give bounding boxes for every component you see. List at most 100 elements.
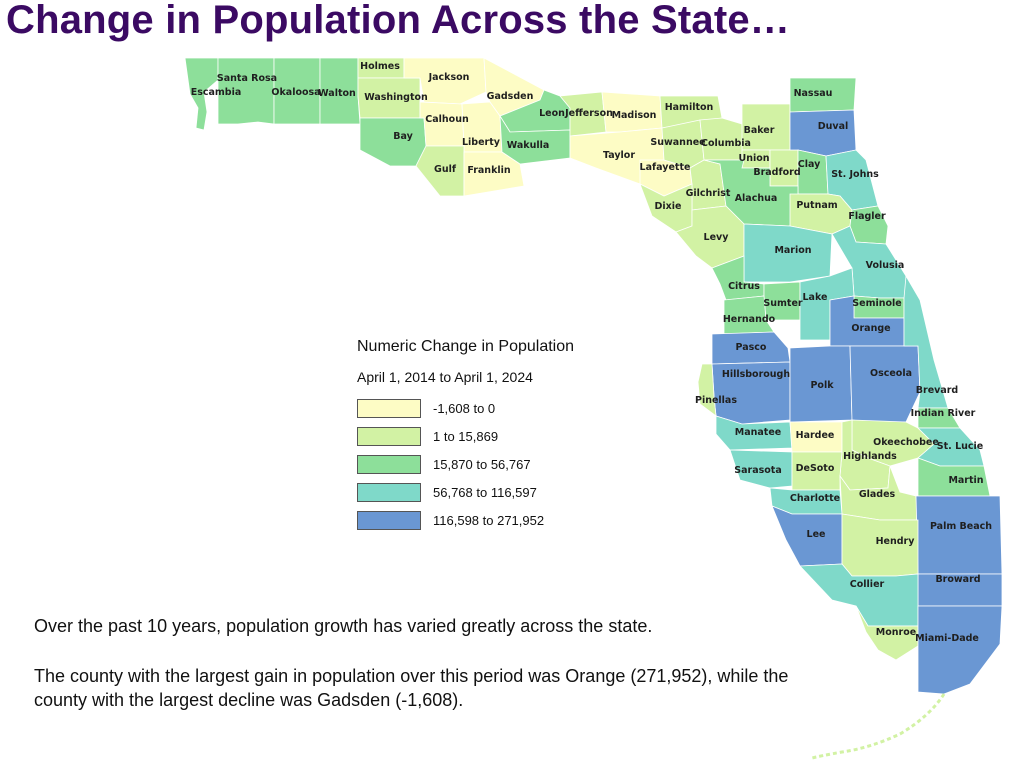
county-label: Jackson (428, 72, 470, 83)
county-label: Columbia (701, 138, 751, 149)
county-label: Pasco (736, 342, 767, 353)
county-label: Walton (318, 88, 356, 99)
county-monroe (855, 605, 919, 661)
county-label: Miami-Dade (915, 633, 979, 644)
florida-keys (811, 693, 946, 760)
county-label: Nassau (794, 88, 833, 99)
county-label: Wakulla (507, 140, 550, 151)
map-legend: Numeric Change in Population April 1, 20… (357, 338, 617, 530)
county-sarasota (729, 449, 793, 489)
legend-subtitle: April 1, 2014 to April 1, 2024 (357, 369, 533, 385)
county-label: Citrus (728, 281, 760, 292)
county-label: Levy (704, 232, 730, 243)
legend-label: 1 to 15,869 (433, 428, 499, 444)
county-label: Holmes (360, 61, 400, 72)
county-label: Lafayette (640, 162, 691, 173)
county-label: Marion (774, 245, 811, 256)
county-label: Brevard (916, 385, 958, 396)
legend-label: -1,608 to 0 (433, 400, 496, 416)
county-label: DeSoto (796, 463, 835, 474)
county-label: Pinellas (695, 395, 737, 406)
county-label: Collier (850, 579, 885, 590)
county-label: Hernando (723, 314, 776, 325)
legend-label: 56,768 to 116,597 (433, 484, 537, 500)
county-hernando (723, 295, 775, 335)
county-label: Osceola (870, 368, 912, 379)
county-osceola (849, 345, 921, 423)
county-label: Hendry (876, 536, 916, 547)
county-alachua (703, 159, 799, 227)
county-label: Flagler (848, 211, 886, 222)
county-label: Okaloosa (271, 87, 320, 98)
legend-swatch (357, 426, 421, 446)
county-bay (359, 117, 427, 167)
county-label: Santa Rosa (217, 73, 277, 84)
county-label: Alachua (735, 193, 778, 204)
county-label: Gilchrist (686, 188, 731, 199)
county-label: Okeechobee (873, 437, 939, 448)
county-label: Lake (803, 292, 828, 303)
county-shapes (184, 57, 1003, 760)
county-label: Sarasota (734, 465, 781, 476)
county-label: Calhoun (425, 114, 469, 125)
county-label: Sumter (763, 298, 802, 309)
county-label: Franklin (467, 165, 511, 176)
county-label: Martin (948, 475, 983, 486)
county-label: Putnam (796, 200, 837, 211)
legend-item: 56,768 to 116,597 (357, 482, 537, 502)
county-label: Seminole (852, 298, 901, 309)
county-label: Manatee (735, 427, 781, 438)
legend-swatch (357, 454, 421, 474)
county-pasco (711, 331, 791, 365)
county-label: Broward (935, 574, 980, 585)
county-label: Bradford (753, 167, 800, 178)
county-jefferson (559, 91, 607, 137)
county-label: St. Johns (831, 169, 879, 180)
county-label: Indian River (911, 408, 976, 419)
legend-item: 15,870 to 56,767 (357, 454, 531, 474)
county-label: Gulf (434, 164, 457, 175)
county-label: Madison (612, 110, 657, 121)
county-label: Lee (807, 529, 826, 540)
page-title: Change in Population Across the State… (6, 0, 790, 42)
county-collier (799, 563, 919, 627)
county-label: Hardee (796, 430, 835, 441)
legend-item: -1,608 to 0 (357, 398, 495, 418)
county-franklin (463, 151, 525, 197)
county-label: Monroe (876, 627, 916, 638)
county-label: Gadsden (487, 91, 534, 102)
county-label: Volusia (866, 260, 905, 271)
county-martin (917, 457, 991, 497)
county-palm-beach (915, 495, 1003, 575)
county-miami-dade (917, 605, 1003, 695)
county-label: Washington (364, 92, 428, 103)
legend-item: 1 to 15,869 (357, 426, 498, 446)
legend-swatch (357, 482, 421, 502)
county-label: Duval (818, 121, 849, 132)
county-label: Union (738, 153, 769, 164)
county-gulf (415, 145, 465, 197)
county-label: Liberty (462, 137, 501, 148)
county-label: Glades (859, 489, 896, 500)
legend-label: 15,870 to 56,767 (433, 456, 531, 472)
county-label: Polk (810, 380, 834, 391)
county-label: Bay (393, 131, 413, 142)
county-label: Clay (798, 159, 821, 170)
county-label: Palm Beach (930, 521, 992, 532)
county-label: Hamilton (665, 102, 714, 113)
county-clay (797, 149, 829, 195)
legend-item: 116,598 to 271,952 (357, 510, 544, 530)
county-sumter (763, 281, 801, 321)
county-label: Baker (744, 125, 775, 136)
county-label: Dixie (655, 201, 682, 212)
county-label: Taylor (603, 150, 635, 161)
legend-title: Numeric Change in Population (357, 338, 575, 355)
legend-swatch (357, 510, 421, 530)
county-label: Leon (539, 108, 565, 119)
county-label: Charlotte (790, 493, 840, 504)
legend-swatch (357, 398, 421, 418)
county-label: Suwannee (650, 137, 705, 148)
detail-paragraph: The county with the largest gain in popu… (34, 666, 789, 710)
